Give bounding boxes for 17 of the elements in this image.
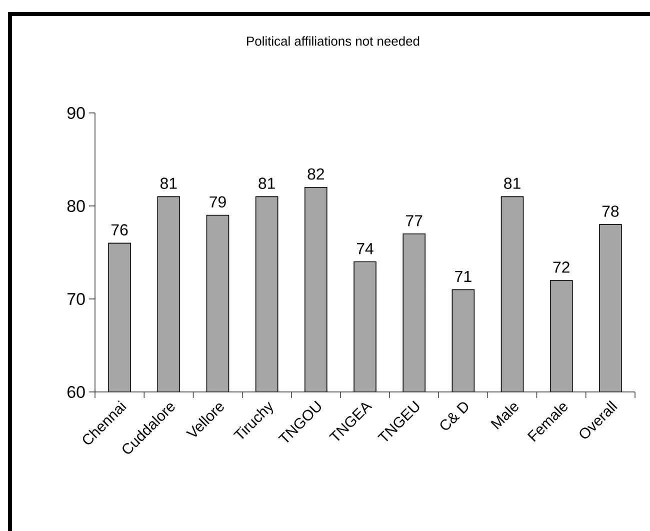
data-label: 79 [210, 196, 226, 208]
data-label: 71 [455, 270, 472, 282]
y-tick-label: 70 [68, 292, 85, 305]
data-label: 81 [504, 178, 520, 189]
y-tick-label: 80 [67, 200, 85, 212]
chart-title: Political affiliations not needed [247, 36, 420, 46]
x-tick-label: C& D [440, 402, 468, 430]
data-label: 78 [602, 206, 619, 217]
y-tick-label: 90 [67, 106, 85, 119]
data-label: 77 [406, 215, 422, 226]
data-label: 74 [356, 243, 374, 254]
data-label: 72 [553, 262, 570, 273]
data-label: 81 [160, 178, 177, 189]
y-tick-label: 60 [68, 386, 85, 398]
data-label: 82 [308, 168, 324, 180]
data-label: 81 [258, 178, 275, 189]
data-label: 76 [112, 224, 128, 236]
